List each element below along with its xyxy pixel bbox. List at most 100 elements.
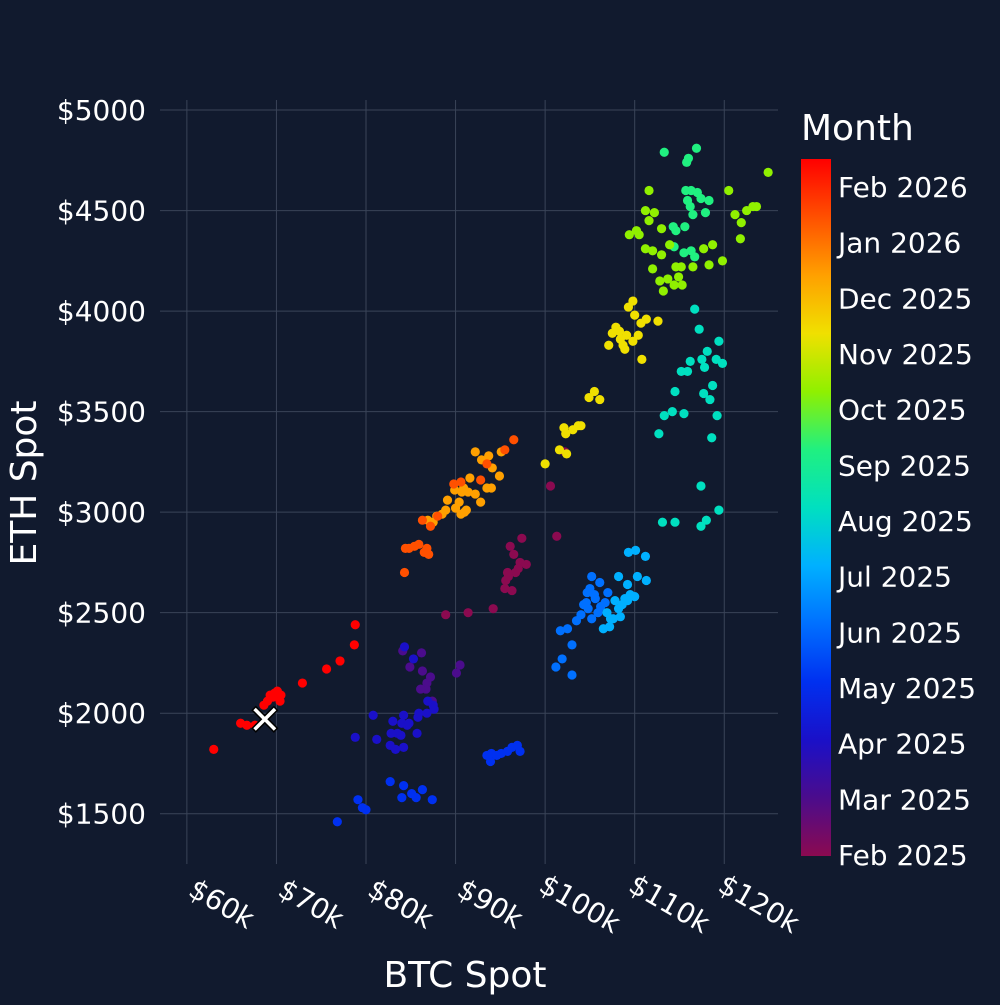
data-point [705, 394, 715, 405]
data-point [321, 664, 332, 674]
y-tick-label: $2000 [57, 697, 146, 730]
data-point [368, 710, 378, 720]
data-point [470, 447, 480, 457]
data-point [399, 742, 409, 752]
x-tick-label: $80k [362, 872, 440, 936]
x-tick-label: $110k [623, 868, 716, 941]
data-point [648, 264, 658, 274]
data-point [669, 280, 679, 290]
colorbar-tick-label: Oct 2025 [838, 394, 967, 427]
data-point [685, 201, 695, 212]
data-point [628, 336, 638, 346]
data-point [414, 708, 424, 718]
data-point [717, 256, 728, 266]
data-point [613, 571, 624, 582]
data-point [557, 654, 567, 664]
data-point [386, 728, 396, 738]
y-axis-title: ETH Spot [4, 400, 45, 565]
data-point [350, 732, 360, 742]
data-point [562, 624, 573, 634]
data-point [751, 201, 762, 212]
data-point [631, 226, 642, 236]
data-point [353, 795, 363, 805]
data-point [456, 509, 466, 519]
data-point [696, 193, 706, 204]
data-point [488, 604, 498, 614]
data-point [696, 521, 706, 531]
data-point [521, 559, 531, 570]
data-point [400, 543, 411, 553]
data-point [567, 640, 577, 650]
data-point [688, 210, 698, 220]
colorbar-tick-label: Jun 2025 [836, 616, 962, 649]
data-point [730, 210, 740, 220]
data-point [509, 549, 519, 559]
data-point [412, 728, 422, 738]
colorbar-gradient [801, 159, 831, 856]
data-point [622, 579, 633, 590]
data-point [735, 234, 745, 244]
colorbar-tick-label: Nov 2025 [838, 338, 973, 371]
data-point [455, 660, 465, 670]
data-point [396, 730, 406, 740]
x-tick-label: $70k [273, 872, 351, 936]
data-point [551, 662, 561, 672]
data-point [763, 167, 773, 177]
data-point [450, 503, 461, 513]
data-point [236, 718, 246, 728]
data-point [696, 481, 706, 491]
data-point [457, 487, 467, 497]
data-point [275, 696, 285, 706]
data-point [399, 567, 410, 578]
data-point [670, 517, 680, 527]
data-point [623, 547, 634, 557]
data-point [552, 531, 562, 541]
data-point [654, 429, 664, 439]
data-point [653, 316, 663, 326]
data-point [385, 776, 395, 787]
data-point [482, 459, 492, 469]
x-tick-label: $90k [452, 872, 530, 936]
data-point [259, 700, 269, 710]
data-point [451, 668, 462, 678]
data-point [637, 354, 647, 364]
data-point [714, 505, 724, 515]
data-point [361, 805, 371, 815]
data-point [708, 380, 718, 391]
y-tick-label: $1500 [57, 798, 146, 831]
data-point [593, 608, 603, 618]
data-point [673, 272, 684, 282]
data-point [349, 640, 359, 650]
data-point [714, 336, 724, 346]
data-point [584, 392, 594, 403]
data-point [509, 435, 519, 445]
data-point [433, 511, 443, 521]
data-point [702, 346, 712, 356]
colorbar-tick-label: Sep 2025 [838, 449, 971, 482]
data-point [717, 358, 728, 368]
data-point [441, 610, 451, 620]
data-point [595, 577, 605, 588]
data-point [494, 471, 505, 481]
data-point [712, 411, 722, 421]
colorbar-tick-label: Feb 2026 [838, 171, 968, 204]
data-point [425, 672, 436, 682]
x-axis-ticks: $60k $70k $80k $90k $100k$110k$120k [183, 868, 806, 941]
data-point [589, 386, 599, 397]
colorbar-tick-label: Jul 2025 [836, 561, 952, 594]
colorbar-tick-label: Aug 2025 [838, 505, 973, 538]
data-point [659, 411, 669, 421]
data-point [615, 612, 625, 622]
data-point [417, 666, 428, 676]
data-point [630, 545, 641, 555]
data-point [656, 224, 667, 234]
data-point [610, 596, 620, 606]
y-tick-label: $3000 [57, 496, 146, 529]
data-point [605, 622, 615, 632]
data-point [697, 354, 707, 364]
data-point [690, 304, 700, 314]
data-point [405, 662, 415, 672]
data-point [399, 780, 409, 791]
